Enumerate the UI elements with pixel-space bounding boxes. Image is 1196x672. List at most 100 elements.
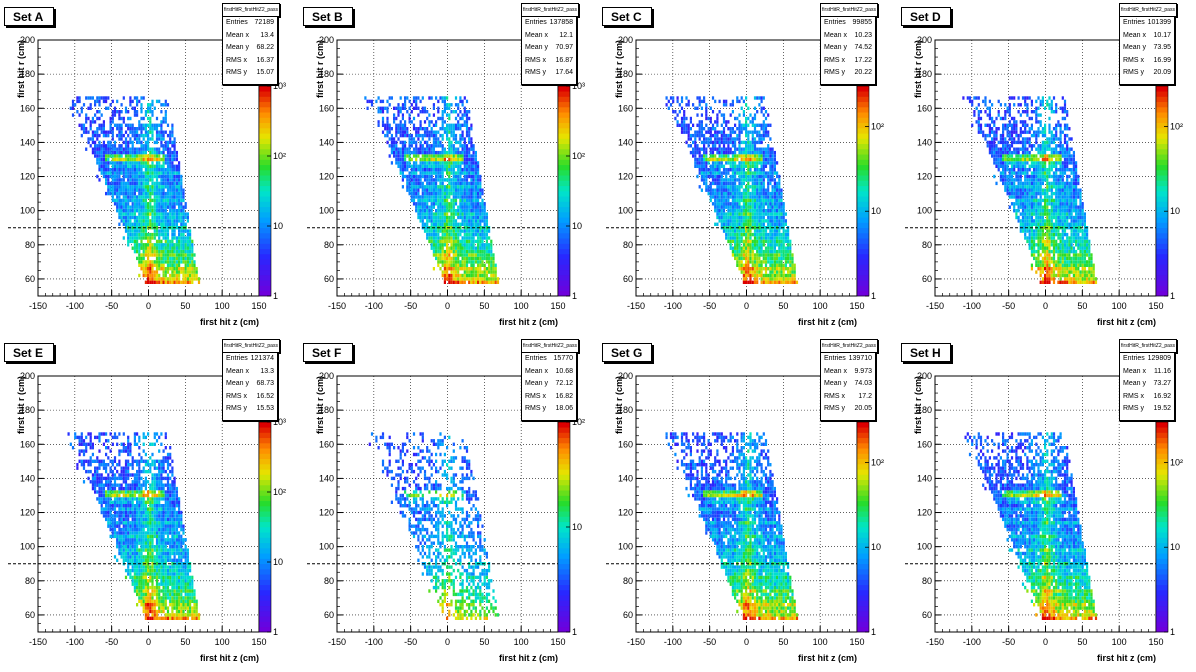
heatmap-cell — [120, 154, 123, 158]
heatmap-cell — [776, 181, 779, 186]
heatmap-cell — [753, 130, 757, 134]
color-scale-border — [557, 85, 571, 297]
heatmap-cell — [144, 260, 147, 264]
heatmap-cell — [169, 267, 172, 271]
heatmap-cell — [136, 195, 139, 199]
heatmap-cell — [171, 150, 174, 155]
heatmap-cell — [452, 161, 455, 165]
heatmap-cell — [465, 215, 469, 220]
heatmap-cell — [474, 253, 477, 257]
heatmap-cell — [155, 147, 159, 151]
heatmap-cell — [762, 222, 765, 226]
heatmap-cell — [780, 191, 783, 196]
heatmap-cell — [428, 157, 431, 162]
heatmap-cell — [718, 212, 721, 216]
heatmap-cell — [142, 236, 145, 240]
heatmap-cell — [158, 239, 161, 244]
heatmap-cell — [454, 195, 458, 199]
heatmap-cell — [764, 273, 768, 278]
heatmap-cell — [189, 267, 192, 271]
color-scale-step — [558, 164, 570, 171]
heatmap-cell — [760, 236, 763, 240]
heatmap-cell — [727, 215, 730, 220]
heatmap-cell — [665, 103, 668, 107]
heatmap-cell — [709, 174, 712, 179]
heatmap-cell — [459, 96, 462, 100]
heatmap-cell — [441, 99, 444, 104]
heatmap-cell — [120, 110, 123, 114]
heatmap-cell — [169, 188, 172, 192]
heatmap-cell — [793, 277, 796, 281]
heatmap-cell — [138, 232, 141, 237]
heatmap-cell — [740, 171, 743, 175]
heatmap-cell — [705, 110, 708, 114]
heatmap-cell — [776, 195, 779, 199]
heatmap-cell — [756, 215, 759, 220]
heatmap-cell — [764, 188, 768, 192]
heatmap-cell — [725, 229, 728, 233]
heatmap-cell — [742, 154, 745, 158]
heatmap-cell — [401, 140, 404, 145]
heatmap-cell — [725, 103, 728, 107]
heatmap-cell — [408, 113, 411, 117]
heatmap-cell — [155, 267, 159, 271]
heatmap-cell — [778, 226, 781, 230]
heatmap-cell — [111, 127, 114, 131]
heatmap-cell — [149, 188, 152, 192]
heatmap-cell — [753, 106, 757, 110]
heatmap-cell — [173, 263, 176, 267]
heatmap-cell — [435, 188, 438, 192]
heatmap-cell — [709, 116, 712, 121]
heatmap-cell — [459, 174, 462, 179]
heatmap-cell — [718, 144, 721, 148]
heatmap-cell — [426, 171, 429, 175]
heatmap-cell — [734, 215, 737, 220]
heatmap-cell — [769, 164, 772, 168]
heatmap-cell — [158, 147, 161, 151]
heatmap-cell — [147, 164, 150, 168]
heatmap-cell — [758, 212, 761, 216]
heatmap-cell — [107, 106, 110, 110]
heatmap-cell — [107, 161, 110, 165]
heatmap-cell — [426, 174, 429, 179]
heatmap-cell — [173, 277, 176, 281]
heatmap-cell — [459, 260, 462, 264]
heatmap-cell — [118, 147, 121, 151]
heatmap-cell — [784, 239, 787, 244]
heatmap-cell — [96, 116, 99, 121]
heatmap-cell — [162, 144, 165, 148]
heatmap-cell — [716, 205, 719, 209]
heatmap-cell — [404, 154, 407, 158]
heatmap-cell — [457, 140, 460, 145]
heatmap-cell — [124, 144, 128, 148]
heatmap-cell — [401, 154, 404, 158]
heatmap-cell — [144, 267, 147, 271]
heatmap-cell — [753, 198, 757, 203]
heatmap-cell — [423, 215, 427, 220]
heatmap-cell — [769, 147, 772, 151]
heatmap-cell — [435, 181, 438, 186]
heatmap-cell — [160, 133, 163, 138]
heatmap-cell — [459, 277, 462, 281]
heatmap-cell — [771, 168, 774, 172]
heatmap-cell — [441, 127, 444, 131]
heatmap-cell — [173, 195, 176, 199]
heatmap-cell — [450, 263, 453, 267]
color-scale-step — [558, 206, 570, 213]
heatmap-cell — [452, 260, 455, 264]
heatmap-cell — [164, 113, 167, 117]
heatmap-cell — [417, 150, 420, 155]
heatmap-cell — [144, 270, 147, 274]
heatmap-cell — [756, 236, 759, 240]
heatmap-cell — [113, 154, 117, 158]
heatmap-cell — [767, 144, 770, 148]
heatmap-cell — [787, 256, 790, 261]
heatmap-cell — [149, 246, 152, 250]
heatmap-cell — [725, 202, 728, 206]
heatmap-cell — [479, 256, 482, 261]
heatmap-cell — [727, 133, 730, 138]
heatmap-cell — [147, 133, 150, 138]
heatmap-cell — [193, 253, 196, 257]
heatmap-cell — [171, 232, 174, 237]
heatmap-cell — [450, 260, 453, 264]
